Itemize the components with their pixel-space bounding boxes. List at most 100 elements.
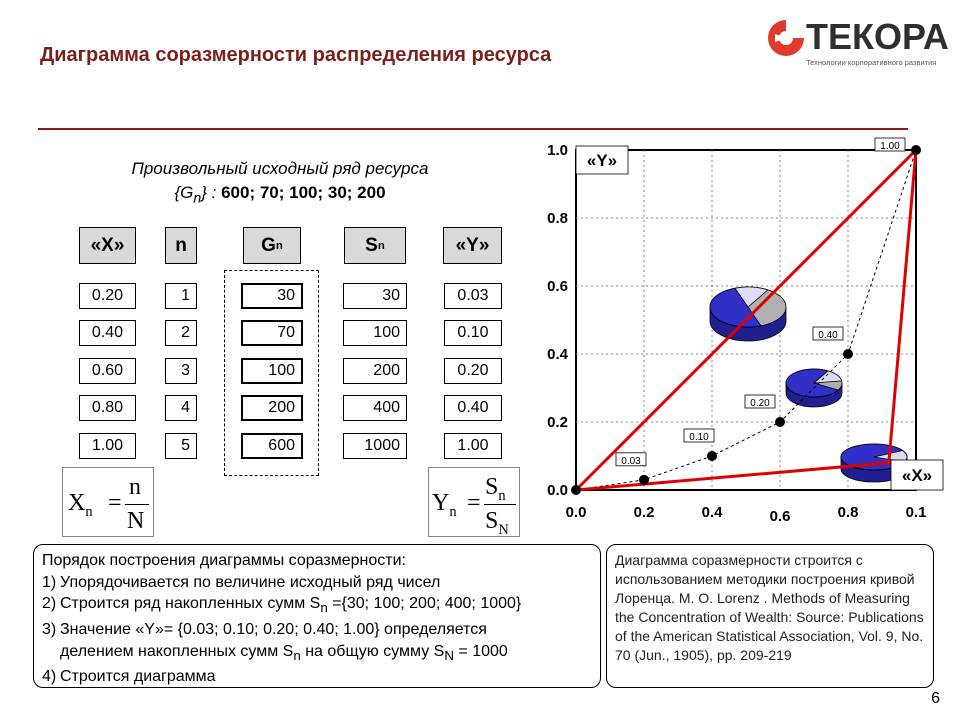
table-cell-s: 30 (343, 283, 407, 309)
table-cell-n: 5 (165, 433, 197, 459)
series-values: 600; 70; 100; 30; 200 (221, 183, 386, 202)
formula-y-numerator: Sn (485, 474, 506, 504)
step-item: 2) Строится ряд накопленных сумм Sn ={30;… (42, 595, 522, 616)
y-axis-tag: «Y» (587, 151, 617, 170)
formula-x: Xn = n N (62, 467, 154, 537)
table-cell-n: 2 (165, 320, 197, 346)
table-cell-g: 70 (241, 320, 303, 346)
data-label: 0.40 (818, 330, 838, 341)
formula-x-fraction-bar (125, 504, 149, 505)
table-cell-y: 1.00 (444, 433, 502, 459)
steps-heading: Порядок построения диаграммы соразмернос… (42, 552, 406, 569)
data-point (571, 485, 581, 495)
header-n: n (165, 227, 197, 264)
table-cell-n: 1 (165, 283, 197, 309)
pie-icon-large (709, 286, 787, 342)
table-cell-n: 3 (165, 358, 197, 384)
y-tick-label: 1.0 (547, 142, 568, 159)
formula-y-eq: = (467, 490, 481, 516)
pie-icon-medium (785, 368, 843, 408)
x-tick-label: 0.2 (634, 504, 655, 521)
lorenz-curve (575, 149, 917, 491)
formula-x-numerator: n (129, 474, 141, 500)
reference-line-2 (575, 149, 918, 492)
x-axis-tag: «X» (902, 466, 932, 485)
data-label-box (744, 394, 776, 409)
reference-note: Диаграмма соразмерности строится с испол… (606, 544, 934, 688)
header-x: «X» (79, 227, 136, 264)
formula-y-lhs: Yn (432, 490, 457, 520)
pie-icon-medium-part (785, 368, 840, 398)
reference-line-1 (574, 148, 918, 492)
table-cell-n: 4 (165, 395, 197, 421)
y-tick-label: 0.4 (547, 346, 569, 363)
data-label-box (615, 452, 647, 467)
lorenz-chart: 0.0 0.2 0.4 0.6 0.8 0.1 0.0 0.2 0.4 0.6 0.8 1.0 0.03… (547, 137, 944, 525)
x-tick-label: 0.4 (702, 504, 724, 521)
x-tick-label: 0.0 (566, 504, 587, 521)
formula-y: Yn = Sn SN (428, 467, 520, 538)
x-tick-label: 0.8 (838, 504, 859, 521)
table-cell-s: 200 (343, 358, 407, 384)
formula-x-eq: = (108, 490, 122, 516)
table-cell-x: 0.40 (79, 320, 136, 346)
table-cell-g: 30 (241, 283, 303, 309)
pie-icon-large-part (734, 286, 769, 308)
pie-icon-medium-part (812, 370, 843, 384)
data-point (775, 417, 785, 427)
table-cell-g: 600 (241, 433, 303, 459)
x-tick-label: 0.6 (770, 508, 791, 525)
table-cell-x: 0.60 (79, 358, 136, 384)
step-item: 1) Упорядочивается по величине исходный р… (42, 573, 441, 591)
x-tick-label: 0.1 (906, 504, 927, 521)
y-tick-label: 0.8 (547, 210, 568, 227)
formula-x-denominator: N (127, 508, 145, 534)
data-label: 0.03 (621, 456, 641, 467)
table-cell-y: 0.10 (444, 320, 502, 346)
logo-tagline: Технологии корпоративного развития (806, 58, 937, 67)
table-cell-s: 400 (343, 395, 407, 421)
data-label: 1.00 (880, 141, 900, 152)
series-caption-set: {Gn} : 600; 70; 100; 30; 200 (174, 183, 386, 207)
y-tick-label: 0.2 (547, 414, 568, 431)
data-point (911, 145, 921, 155)
table-cell-s: 100 (343, 320, 407, 346)
table-cell-y: 0.20 (444, 358, 502, 384)
page-title: Диаграмма соразмерности распределения ре… (40, 44, 552, 66)
table-cell-g: 100 (241, 358, 303, 384)
table-cell-g: 200 (241, 395, 303, 421)
data-label-box (683, 428, 715, 443)
logo: ТЕКОРА Технологии корпоративного развити… (766, 16, 950, 72)
step-item-continued: делением накопленных сумм Sn на общую су… (60, 642, 508, 663)
data-label: 0.10 (689, 432, 709, 443)
data-label: 0.20 (750, 398, 770, 409)
data-label-box (812, 326, 844, 341)
gn-column-frame (224, 270, 319, 476)
formula-y-fraction-bar (484, 504, 516, 505)
data-point (843, 349, 853, 359)
step-item: 3) Значение «Y»= {0.03; 0.10; 0.20; 0.40;… (42, 620, 487, 638)
table-cell-x: 0.80 (79, 395, 136, 421)
table-cell-s: 1000 (343, 433, 407, 459)
table-cell-y: 0.40 (444, 395, 502, 421)
data-point (707, 451, 717, 461)
step-item: 4) Строится диаграмма (42, 668, 216, 686)
logo-mark-icon (768, 20, 804, 56)
logo-name: ТЕКОРА (806, 16, 949, 57)
title-divider (38, 128, 908, 130)
series-caption-line: Произвольный исходный ряд ресурса (131, 159, 429, 178)
data-point (639, 474, 649, 485)
formula-x-lhs: Xn (68, 490, 93, 520)
construction-steps: Порядок построения диаграммы соразмернос… (33, 544, 601, 688)
table-cell-x: 1.00 (79, 433, 136, 459)
header-y: «Y» (443, 227, 502, 264)
series-caption: Произвольный исходный ряд ресурса {Gn} :… (60, 157, 500, 210)
formula-y-denominator: SN (485, 508, 509, 538)
data-label-box (874, 137, 906, 152)
table-cell-y: 0.03 (444, 283, 502, 309)
y-tick-label: 0.6 (547, 278, 568, 295)
page-number: 6 (931, 690, 940, 707)
x-axis-tag-box (890, 459, 944, 491)
